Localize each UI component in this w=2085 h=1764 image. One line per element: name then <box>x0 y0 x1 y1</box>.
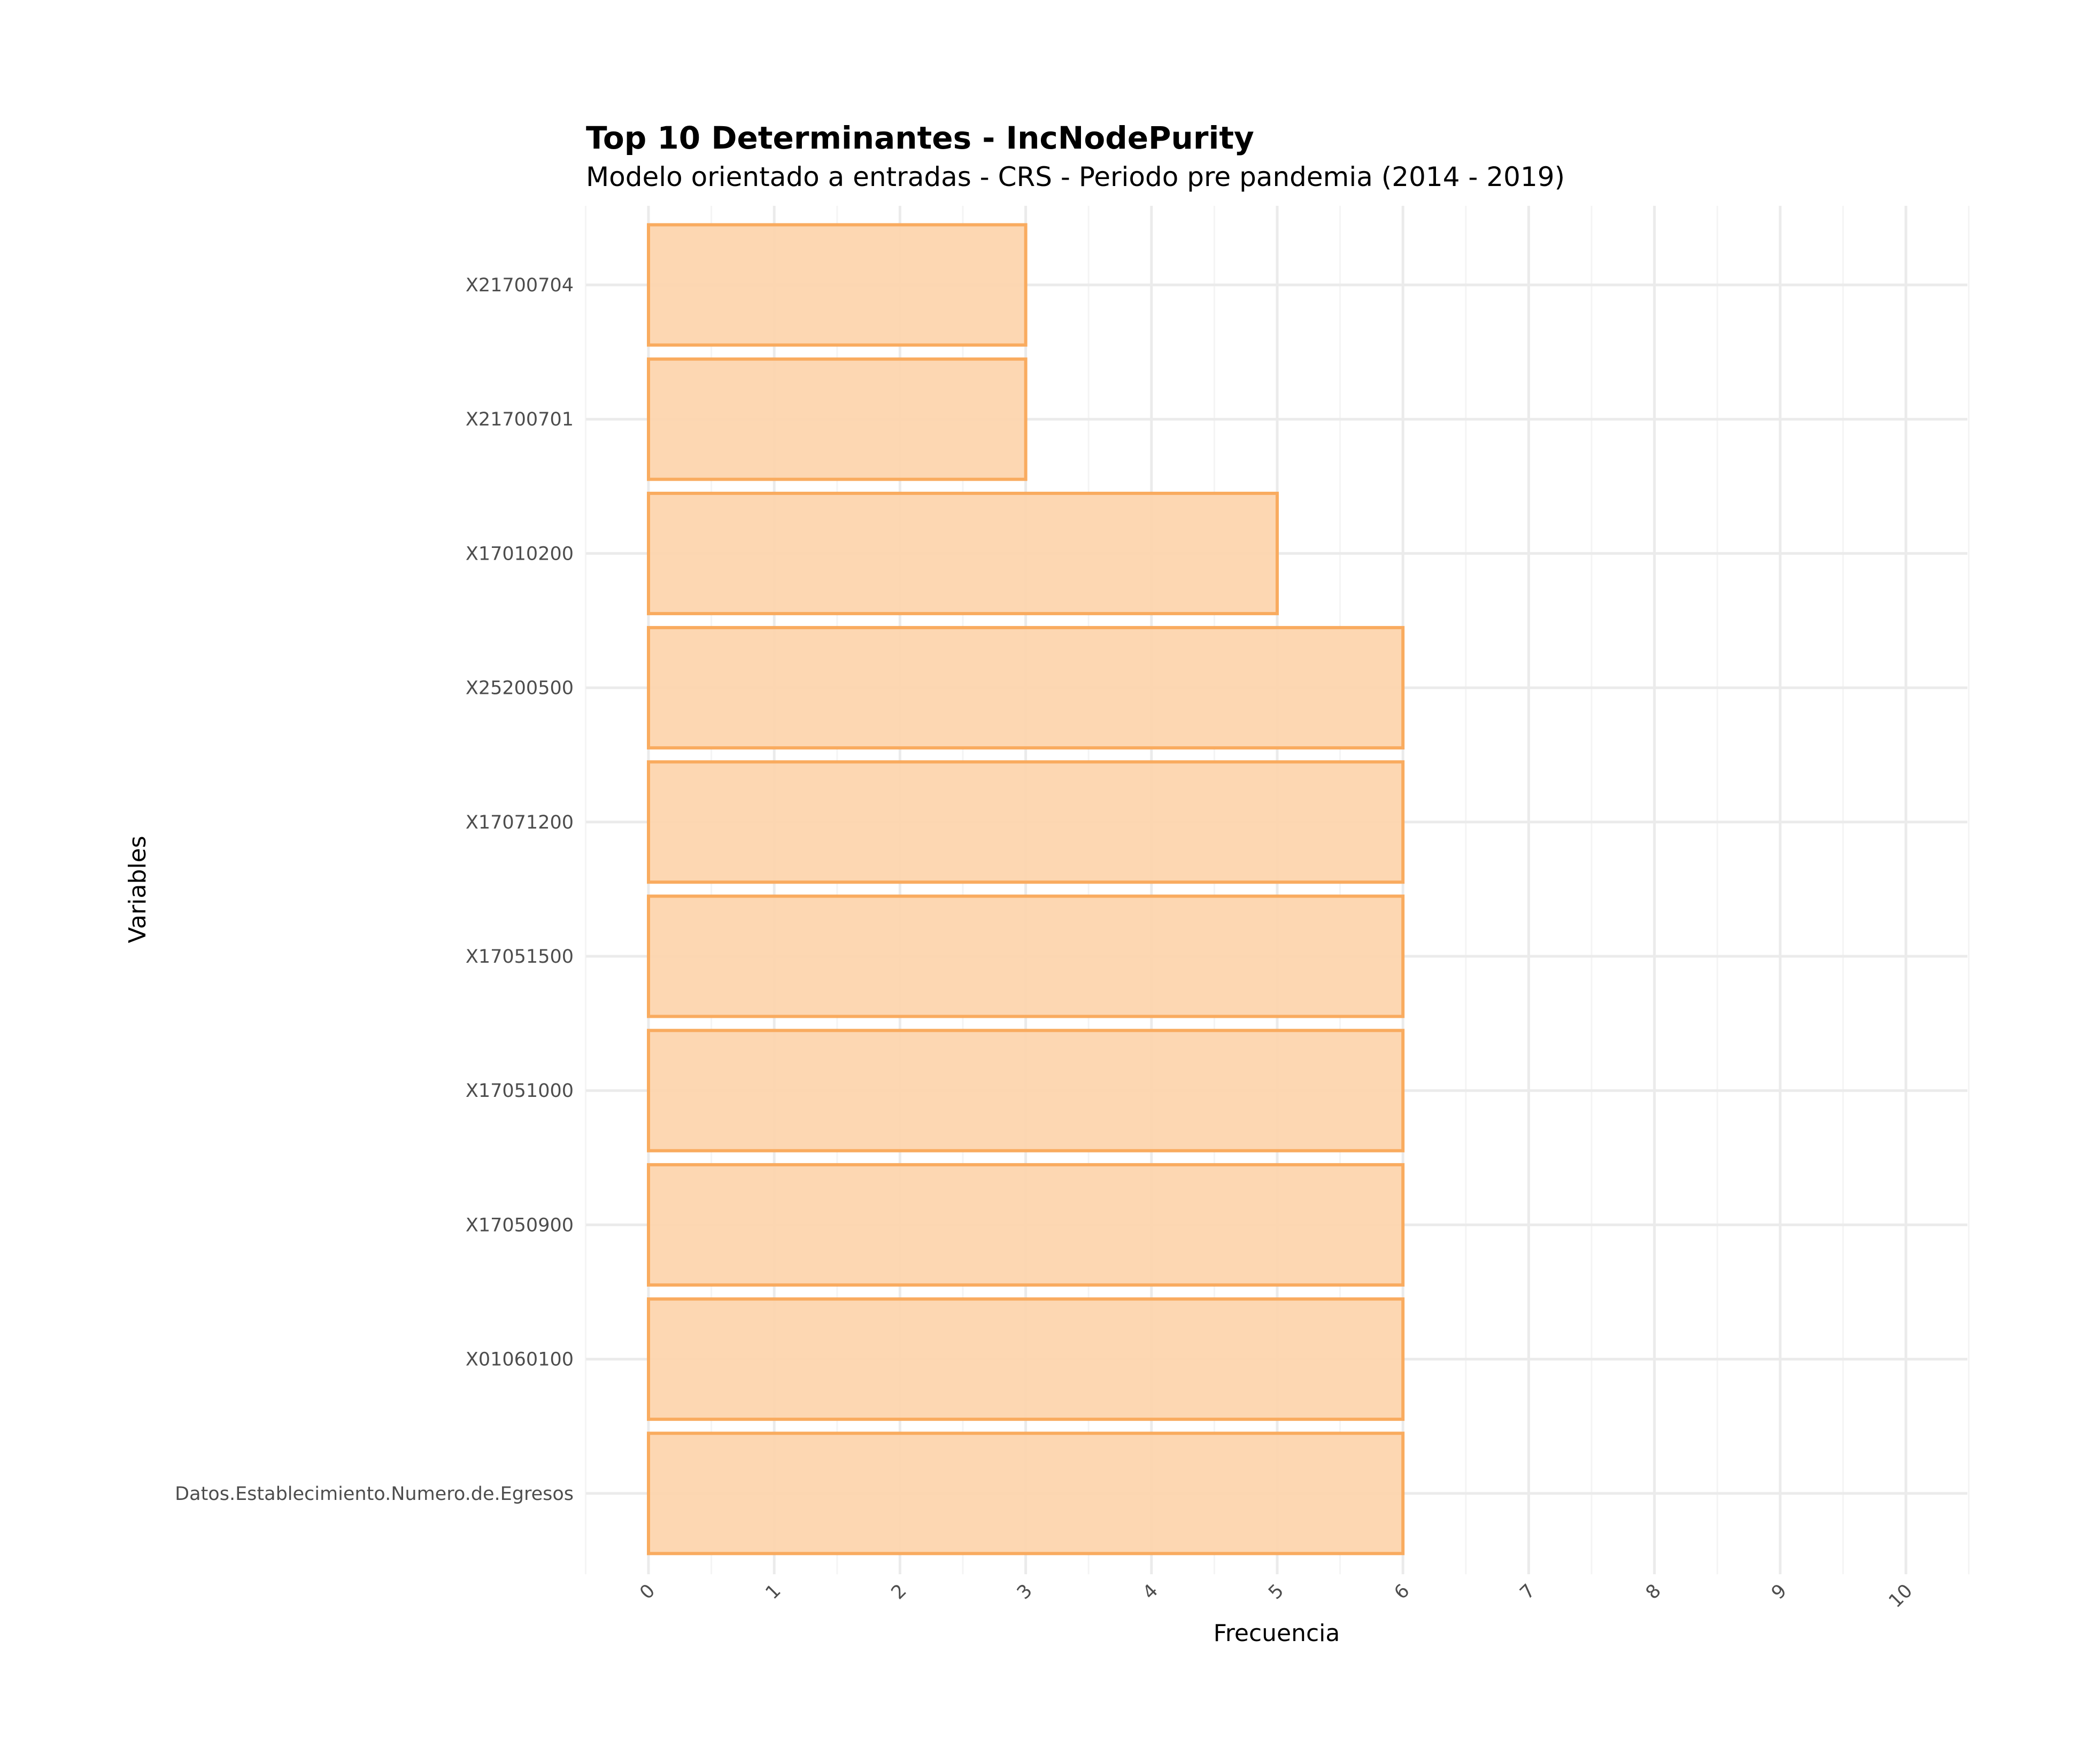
x-tick-label: 10 <box>1885 1580 1917 1612</box>
bars <box>647 223 1405 1556</box>
x-tick-label: 6 <box>1391 1580 1414 1604</box>
chart-subtitle: Modelo orientado a entradas - CRS - Peri… <box>586 161 1565 192</box>
y-tick-label: Datos.Establecimiento.Numero.de.Egresos <box>175 1483 574 1505</box>
y-tick-label: X25200500 <box>466 678 574 699</box>
x-tick-label: 3 <box>1013 1580 1037 1604</box>
bar <box>647 894 1405 1018</box>
bar <box>647 626 1405 750</box>
x-tick-label: 1 <box>762 1580 785 1604</box>
x-tick-label: 4 <box>1139 1580 1162 1604</box>
y-tick-label: X17051500 <box>466 946 574 968</box>
bar <box>647 760 1405 884</box>
x-tick-label: 5 <box>1264 1580 1288 1604</box>
y-tick-labels: X21700704 X21700701 X17010200 X25200500 X170… <box>175 275 574 1505</box>
x-tick-label: 2 <box>887 1580 911 1604</box>
x-tick-label: 0 <box>636 1580 659 1604</box>
y-tick-label: X17010200 <box>466 543 574 564</box>
bar <box>647 223 1028 347</box>
x-tick-label: 7 <box>1516 1580 1540 1604</box>
bar <box>647 1432 1405 1556</box>
bar <box>647 491 1279 615</box>
bar <box>647 1163 1405 1287</box>
x-tick-label: 8 <box>1642 1580 1665 1604</box>
y-tick-label: X21700701 <box>466 409 574 430</box>
y-tick-label: X17051000 <box>466 1080 574 1102</box>
x-tick-labels: 0 1 2 3 4 5 6 7 8 9 10 <box>636 1580 1917 1612</box>
chart-title: Top 10 Determinantes - IncNodePurity <box>586 120 1254 156</box>
y-tick-label: X17050900 <box>466 1214 574 1236</box>
y-tick-label: X21700704 <box>466 275 574 296</box>
y-axis-title: Variables <box>124 835 151 943</box>
y-tick-label: X01060100 <box>466 1349 574 1371</box>
bar <box>647 357 1028 481</box>
bar <box>647 1297 1405 1421</box>
y-tick-label: X17071200 <box>466 812 574 833</box>
x-tick-label: 9 <box>1767 1580 1791 1604</box>
x-axis-title: Frecuencia <box>1214 1620 1340 1647</box>
bar <box>647 1028 1405 1152</box>
